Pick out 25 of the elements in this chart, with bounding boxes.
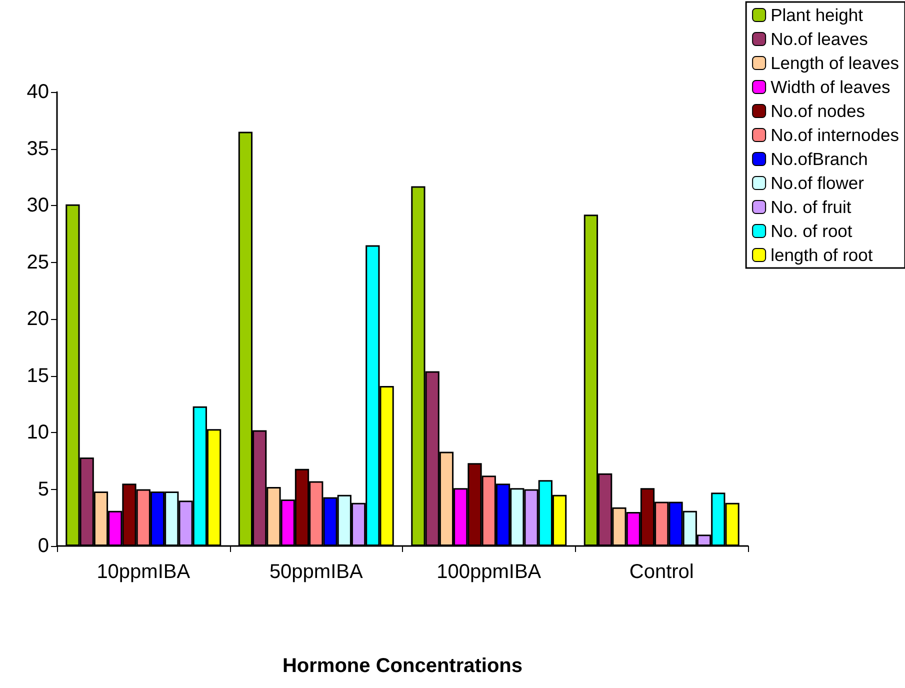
- legend-label: Length of leaves: [770, 53, 900, 73]
- legend-label: No.ofBranch: [770, 149, 868, 169]
- y-tick-label: 15: [26, 364, 49, 387]
- legend-label: length of root: [770, 245, 873, 265]
- y-tick-label: 5: [38, 478, 49, 500]
- y-tick-label: 35: [26, 138, 49, 160]
- y-tick-label: 40: [26, 81, 49, 103]
- x-tick-label: Control: [629, 561, 694, 583]
- legend-label: Plant height: [770, 5, 864, 25]
- y-tick-label: 10: [26, 422, 49, 444]
- legend-label: No. of root: [770, 221, 852, 241]
- legend-label: No. of fruit: [770, 197, 852, 217]
- x-tick-label: 100ppmIBA: [436, 561, 542, 583]
- legend-label: No.of flower: [770, 173, 864, 193]
- y-tick-label: 25: [26, 251, 49, 274]
- legend-label: No.of internodes: [770, 125, 900, 145]
- legend-label: No.of leaves: [770, 29, 868, 49]
- legend-label: No.of nodes: [770, 101, 866, 121]
- legend-label: Width of leaves: [770, 77, 890, 97]
- y-tick-label: 20: [26, 308, 49, 330]
- x-tick-label: 50ppmIBA: [269, 561, 364, 583]
- x-tick-label: 10ppmIBA: [96, 561, 191, 583]
- y-tick-label: 0: [38, 535, 49, 557]
- y-tick-label: 30: [26, 194, 49, 216]
- x-axis-title: Hormone Concentrations: [282, 655, 523, 677]
